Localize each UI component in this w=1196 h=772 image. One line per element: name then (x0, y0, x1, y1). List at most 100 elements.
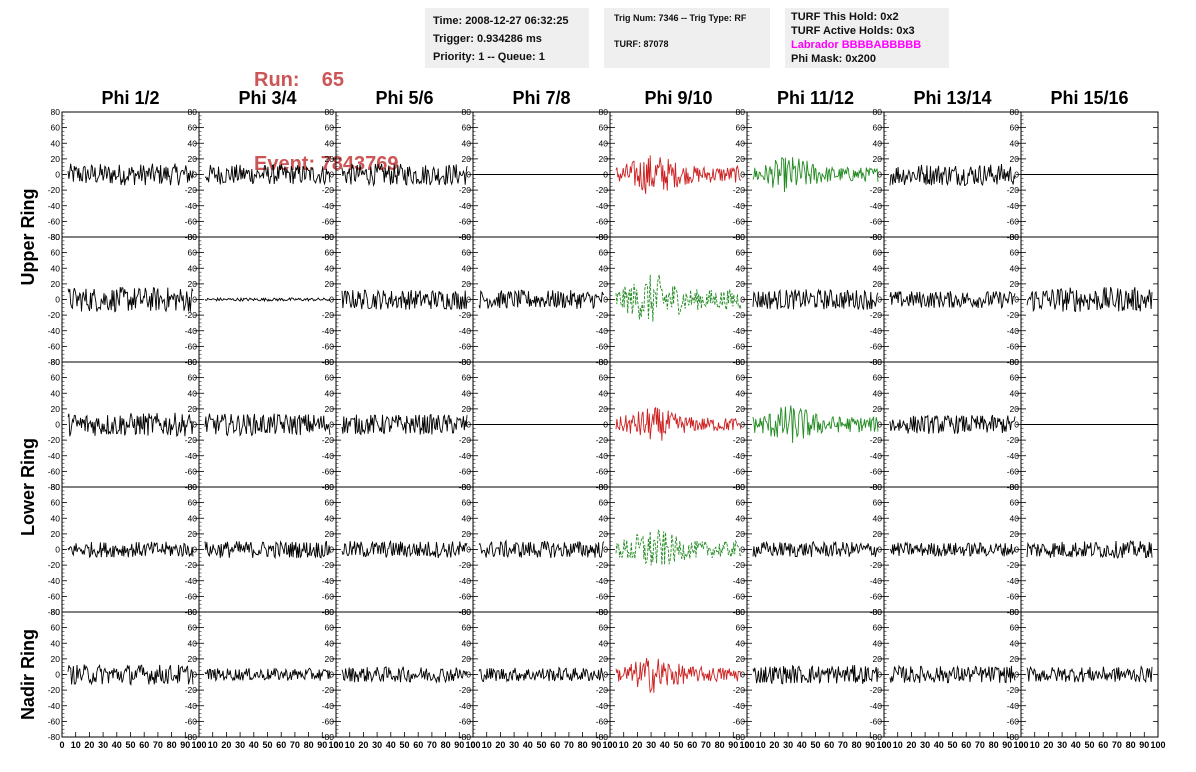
x-tick-label: 50 (673, 740, 683, 750)
y-tick-label: -40 (1007, 451, 1020, 461)
y-tick-label: 0 (603, 545, 608, 555)
waveform-trace (204, 413, 331, 437)
y-tick-label: -40 (322, 326, 335, 336)
x-tick-label: 20 (221, 740, 231, 750)
y-tick-label: -60 (459, 216, 472, 226)
time-text: Time: 2008-12-27 06:32:25 (433, 15, 569, 27)
x-tick-label: 30 (98, 740, 108, 750)
y-tick-label: 20 (599, 279, 609, 289)
y-tick-label: -20 (185, 560, 198, 570)
y-tick-label: -20 (185, 435, 198, 445)
y-tick-label: -20 (596, 435, 609, 445)
y-tick-label: 0 (466, 295, 471, 305)
x-tick-label: 60 (276, 740, 286, 750)
column-title: Phi 7/8 (512, 88, 570, 108)
y-tick-label: 80 (1010, 232, 1020, 242)
y-tick-label: 80 (325, 107, 335, 117)
y-tick-label: -20 (48, 310, 61, 320)
x-tick-label: 100 (328, 740, 343, 750)
y-tick-label: 20 (599, 404, 609, 414)
y-tick-label: 0 (1014, 545, 1019, 555)
y-tick-label: 40 (325, 513, 335, 523)
y-tick-label: -80 (48, 357, 61, 367)
waveform-trace (204, 296, 331, 303)
y-tick-label: -80 (48, 732, 61, 742)
y-tick-label: 40 (599, 138, 609, 148)
labrador-text: Labrador BBBBABBBBB (791, 39, 922, 51)
y-tick-label: -60 (322, 716, 335, 726)
y-tick-label: -60 (48, 216, 61, 226)
y-tick-label: -20 (870, 560, 883, 570)
y-tick-label: 0 (877, 420, 882, 430)
y-tick-label: 0 (466, 670, 471, 680)
y-tick-label: 40 (1010, 388, 1020, 398)
waveform-trace (1026, 540, 1153, 560)
x-tick-label: 30 (646, 740, 656, 750)
x-tick-label: 90 (180, 740, 190, 750)
y-tick-label: 0 (877, 545, 882, 555)
x-tick-label: 40 (386, 740, 396, 750)
y-tick-label: 0 (192, 545, 197, 555)
y-tick-label: 20 (188, 154, 198, 164)
x-tick-label: 90 (865, 740, 875, 750)
y-tick-label: 20 (1010, 529, 1020, 539)
y-tick-label: 60 (1010, 248, 1020, 258)
y-tick-label: 80 (873, 107, 883, 117)
y-tick-label: 60 (325, 623, 335, 633)
y-tick-label: 60 (873, 123, 883, 133)
y-tick-label: 80 (873, 607, 883, 617)
y-tick-label: 0 (192, 295, 197, 305)
y-tick-label: -60 (733, 716, 746, 726)
x-tick-label: 10 (619, 740, 629, 750)
y-tick-label: -20 (733, 435, 746, 445)
x-tick-label: 90 (317, 740, 327, 750)
y-tick-label: 0 (466, 170, 471, 180)
x-tick-label: 70 (838, 740, 848, 750)
y-tick-label: -40 (185, 701, 198, 711)
y-tick-label: 0 (192, 420, 197, 430)
y-tick-label: 60 (599, 373, 609, 383)
waveform-trace (478, 539, 605, 559)
x-tick-label: 10 (208, 740, 218, 750)
y-tick-label: 20 (188, 404, 198, 414)
y-tick-label: -60 (733, 466, 746, 476)
y-tick-label: -60 (1007, 466, 1020, 476)
y-tick-label: -20 (322, 435, 335, 445)
y-tick-label: 20 (51, 404, 61, 414)
y-tick-label: 60 (51, 623, 61, 633)
x-tick-label: 40 (934, 740, 944, 750)
y-tick-label: -40 (322, 576, 335, 586)
y-tick-label: -60 (1007, 216, 1020, 226)
y-tick-label: -40 (185, 201, 198, 211)
y-tick-label: 60 (188, 248, 198, 258)
y-tick-label: -60 (322, 466, 335, 476)
y-tick-label: -60 (870, 591, 883, 601)
y-tick-label: -20 (48, 560, 61, 570)
y-tick-label: -60 (48, 716, 61, 726)
y-tick-label: -80 (596, 732, 609, 742)
x-tick-label: 10 (1030, 740, 1040, 750)
y-tick-label: -20 (733, 685, 746, 695)
y-tick-label: 60 (599, 248, 609, 258)
y-tick-label: 60 (873, 248, 883, 258)
y-tick-label: 60 (736, 248, 746, 258)
y-tick-label: -40 (596, 576, 609, 586)
y-tick-label: 80 (188, 607, 198, 617)
waveform-trace (752, 288, 879, 310)
y-tick-label: 0 (329, 420, 334, 430)
y-tick-label: -40 (48, 451, 61, 461)
y-tick-label: -60 (185, 341, 198, 351)
y-tick-label: -40 (596, 326, 609, 336)
y-tick-label: 20 (736, 654, 746, 664)
y-tick-label: 40 (325, 638, 335, 648)
y-tick-label: 0 (55, 420, 60, 430)
x-tick-label: 80 (989, 740, 999, 750)
x-tick-label: 80 (715, 740, 725, 750)
y-tick-label: 60 (188, 123, 198, 133)
y-tick-label: -60 (48, 466, 61, 476)
y-tick-label: 80 (599, 482, 609, 492)
y-tick-label: 80 (188, 357, 198, 367)
y-tick-label: -20 (596, 560, 609, 570)
y-tick-label: -60 (1007, 591, 1020, 601)
y-tick-label: -20 (733, 310, 746, 320)
